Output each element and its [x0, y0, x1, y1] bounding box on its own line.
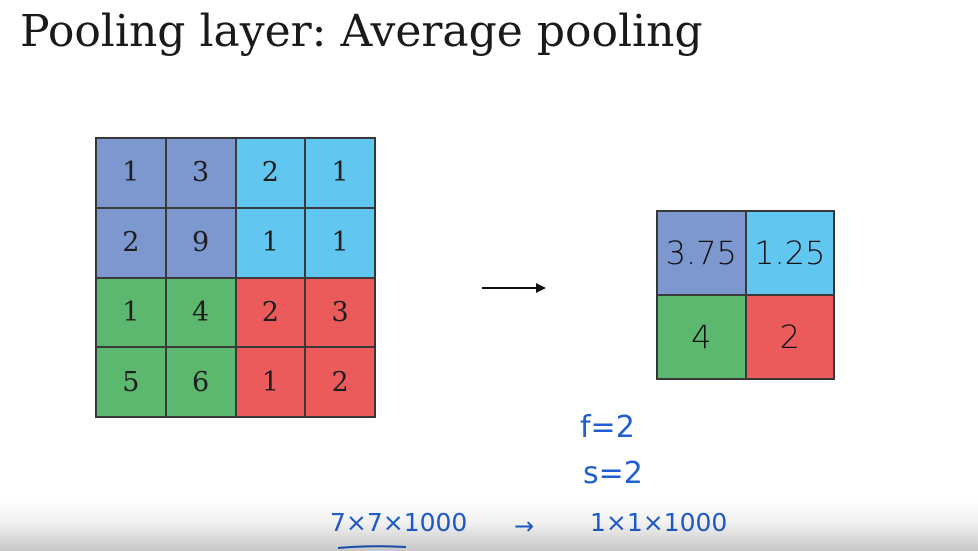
output-matrix: 3.75 1.25 4 2 — [656, 210, 835, 380]
underline-stroke — [338, 545, 407, 549]
input-cell: 3 — [305, 277, 375, 348]
bottom-shadow — [0, 500, 978, 551]
filter-size-annotation: f=2 — [580, 410, 635, 445]
input-cell: 5 — [96, 347, 166, 417]
output-cell: 4 — [657, 295, 746, 379]
input-cell: 1 — [305, 138, 375, 208]
input-cell: 1 — [305, 207, 375, 278]
input-cell: 2 — [305, 347, 375, 417]
output-cell: 2 — [745, 295, 834, 379]
input-cell: 1 — [96, 277, 166, 348]
output-cell: 3.75 — [657, 211, 746, 295]
input-matrix: 1 3 2 1 2 9 1 1 1 4 2 3 5 6 1 2 — [95, 137, 376, 418]
input-cell: 4 — [165, 277, 236, 348]
right-arrow-icon — [482, 283, 546, 293]
input-cell: 1 — [235, 207, 306, 278]
input-cell: 2 — [235, 277, 306, 348]
input-shape-annotation: 7×7×1000 — [330, 508, 468, 537]
input-cell: 2 — [235, 138, 306, 208]
shape-arrow-annotation: → — [514, 512, 535, 540]
input-cell: 2 — [96, 207, 166, 278]
input-cell: 6 — [165, 347, 236, 417]
input-cell: 1 — [96, 138, 166, 208]
input-cell: 9 — [165, 207, 236, 278]
input-cell: 1 — [235, 347, 306, 417]
slide-title: Pooling layer: Average pooling — [20, 6, 703, 57]
input-cell: 3 — [165, 138, 236, 208]
output-cell: 1.25 — [745, 211, 834, 295]
output-shape-annotation: 1×1×1000 — [590, 508, 728, 537]
stride-annotation: s=2 — [583, 456, 643, 491]
